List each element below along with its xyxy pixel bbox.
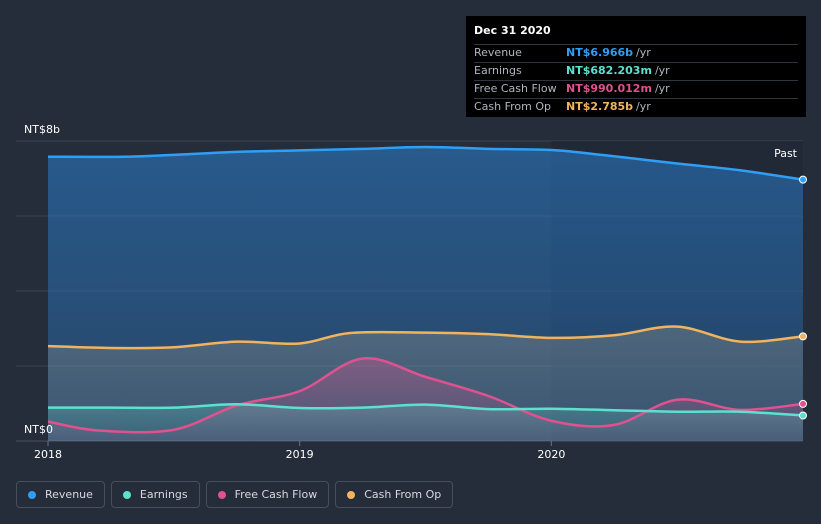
legend-dot-icon	[122, 490, 131, 499]
tooltip-value: NT$990.012m	[566, 82, 652, 95]
earnings-end-dot	[799, 411, 807, 420]
tooltip-date: Dec 31 2020	[474, 24, 551, 37]
legend-label: Revenue	[45, 488, 93, 501]
free-cash-flow-end-dot	[799, 399, 807, 408]
x-tick-label: 2020	[537, 448, 565, 461]
tooltip-value: NT$6.966b	[566, 46, 634, 59]
earnings-line	[47, 402, 804, 417]
tooltip-value: NT$2.785b	[566, 100, 634, 113]
legend-free-cash-flow-button[interactable]: Free Cash Flow	[205, 481, 330, 508]
legend-earnings-button[interactable]: Earnings	[110, 481, 200, 508]
legend-revenue-button[interactable]: Revenue	[16, 481, 105, 508]
series-areas	[48, 147, 803, 441]
tooltip-row-free-cash-flow: Free Cash Flow NT$990.012m /yr	[474, 80, 798, 98]
tooltip-label: Revenue	[474, 46, 522, 59]
tooltip-unit: /yr	[636, 100, 651, 113]
legend-dot-icon	[347, 490, 356, 499]
series-lines	[47, 145, 804, 434]
tooltip-unit: /yr	[654, 82, 670, 95]
legend-label: Earnings	[139, 488, 188, 501]
tooltip-unit: /yr	[636, 46, 651, 59]
tooltip-unit: /yr	[654, 64, 670, 77]
x-tick-label: 2019	[286, 448, 314, 461]
tooltip-label: Free Cash Flow	[474, 82, 557, 95]
tooltip-row-cash-from-op: Cash From Op NT$2.785b /yr	[474, 98, 798, 116]
revenue-line	[47, 145, 804, 181]
legend-dot-icon	[28, 490, 36, 499]
legend-dot-icon	[217, 490, 226, 499]
tooltip-label: Earnings	[474, 64, 522, 77]
earnings-area	[48, 404, 803, 441]
cash-from-op-line	[47, 325, 804, 350]
revenue-end-dot	[799, 175, 807, 184]
tooltip-value: NT$682.203m	[566, 64, 652, 77]
y-axis-bottom-label: NT$0	[24, 423, 53, 436]
cash-from-op-end-dot	[799, 332, 807, 341]
series-end-dots	[799, 175, 807, 420]
tooltip-row-earnings: Earnings NT$682.203m /yr	[474, 62, 798, 80]
x-axis-ticks: 2018 2019 2020	[34, 441, 565, 461]
free-cash-flow-line	[47, 357, 804, 434]
legend-cash-from-op-button[interactable]: Cash From Op	[335, 481, 454, 508]
past-label: Past	[774, 147, 798, 160]
legend-label: Free Cash Flow	[234, 488, 318, 501]
legend-label: Cash From Op	[364, 488, 442, 501]
tooltip-label: Cash From Op	[474, 100, 552, 113]
tooltip-row-revenue: Revenue NT$6.966b /yr	[474, 44, 798, 62]
x-tick-label: 2018	[34, 448, 62, 461]
y-axis-top-label: NT$8b	[24, 123, 60, 136]
chart-legend: Revenue Earnings Free Cash Flow Cash Fro…	[16, 481, 454, 508]
tooltip-panel: Dec 31 2020 Revenue NT$6.966b /yr Earnin…	[466, 16, 806, 117]
